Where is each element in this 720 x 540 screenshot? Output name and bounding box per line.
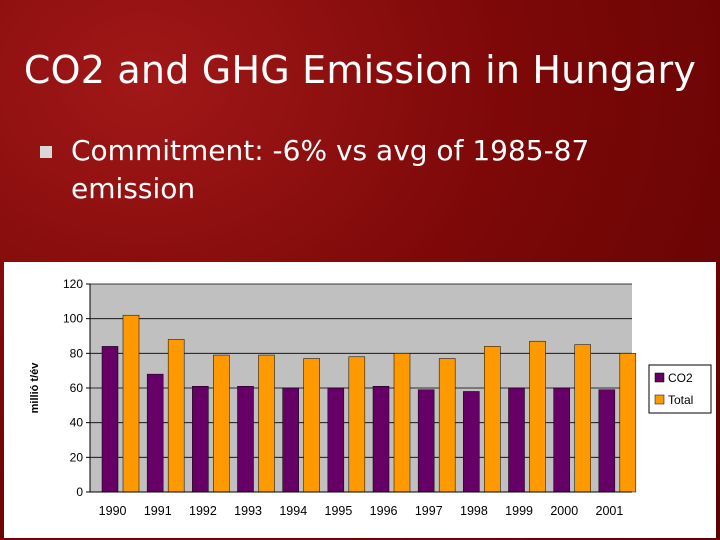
bars — [101, 314, 637, 493]
y-tick-labels: 0 20 40 60 80 100 120 — [63, 277, 90, 499]
x-tick-label-1997: 1997 — [415, 504, 443, 518]
x-tick-label-2001: 2001 — [596, 504, 624, 518]
bar-total-1997 — [438, 358, 456, 493]
x-tick-label-1993: 1993 — [234, 504, 262, 518]
bar-co2-1997 — [417, 389, 435, 493]
bar-co2-1991 — [146, 373, 164, 493]
bar-total-1999 — [529, 340, 546, 493]
x-tick-label-1995: 1995 — [325, 504, 353, 518]
y-tick-label: 0 — [76, 485, 83, 499]
bar-co2-2001 — [598, 389, 616, 493]
legend-label-co2: CO2 — [668, 371, 693, 385]
slide-title: CO2 and GHG Emission in Hungary — [23, 48, 697, 92]
bar-total-1998 — [484, 346, 501, 493]
legend-swatch-total — [654, 394, 665, 405]
bar-co2-1999 — [508, 387, 525, 493]
x-tick-labels: 1990 1991 1992 1993 1994 1995 1996 1997 1998 1999… — [99, 504, 624, 518]
y-tick-label: 60 — [70, 381, 84, 395]
x-tick-label-1998: 1998 — [460, 504, 488, 518]
x-tick-label-1990: 1990 — [99, 504, 127, 518]
bar-total-1993 — [258, 354, 275, 493]
y-tick-label: 80 — [70, 346, 84, 360]
bar-total-1995 — [348, 356, 366, 493]
bar-total-1992 — [213, 354, 230, 493]
x-tick-label-1999: 1999 — [505, 504, 533, 518]
bar-co2-1996 — [372, 386, 390, 493]
x-tick-label-2000: 2000 — [550, 504, 578, 518]
bar-total-2000 — [574, 344, 591, 493]
bar-co2-1998 — [463, 391, 480, 493]
x-tick-label-1996: 1996 — [370, 504, 398, 518]
x-tick-label-1992: 1992 — [189, 504, 217, 518]
y-tick-label: 100 — [63, 312, 83, 326]
bar-co2-1990 — [101, 346, 119, 493]
bar-total-2001 — [619, 353, 637, 493]
bar-co2-1994 — [282, 387, 299, 493]
bar-co2-1995 — [327, 387, 345, 493]
y-axis-label: millió t/év — [29, 362, 41, 414]
bar-co2-2000 — [553, 387, 570, 493]
bar-total-1996 — [393, 353, 411, 493]
y-tick-label: 20 — [70, 450, 84, 464]
bar-total-1990 — [122, 314, 140, 493]
bullet-text: Commitment: -6% vs avg of 1985-87 emissi… — [71, 134, 590, 205]
x-tick-label-1991: 1991 — [144, 504, 172, 518]
legend-label-total: Total — [668, 393, 693, 407]
y-tick-label: 40 — [70, 416, 84, 430]
chart-panel: 0 20 40 60 80 100 120 1990 1991 1992 1993 1994 1995… — [4, 262, 716, 538]
x-tick-label-1994: 1994 — [279, 504, 307, 518]
legend: CO2 Total — [648, 364, 712, 414]
bar-co2-1993 — [237, 386, 254, 493]
y-tick-label: 120 — [63, 277, 83, 291]
bar-total-1994 — [303, 358, 320, 493]
legend-swatch-co2 — [654, 372, 665, 383]
bullet-square-icon — [40, 146, 52, 158]
bullet-item: Commitment: -6% vs avg of 1985-87 emissi… — [40, 132, 700, 208]
emission-bar-chart: 0 20 40 60 80 100 120 1990 1991 1992 1993 1994 1995… — [29, 277, 712, 518]
bar-total-1991 — [167, 339, 185, 493]
bar-co2-1992 — [192, 386, 209, 493]
